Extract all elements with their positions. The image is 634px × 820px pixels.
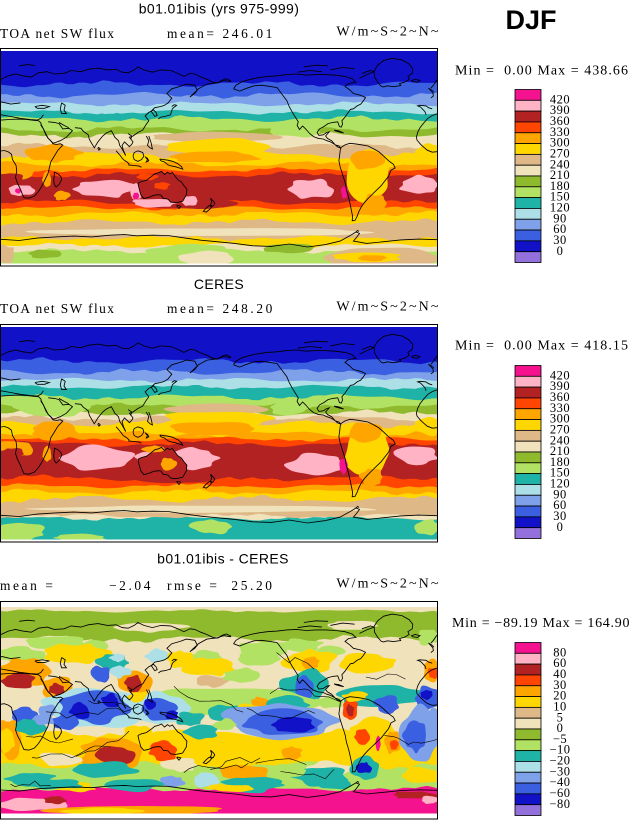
svg-text:−5: −5 [553,732,567,746]
svg-text:120: 120 [550,201,570,215]
svg-text:Min = 0.00 Max = 418.15: Min = 0.00 Max = 418.15 [455,338,629,353]
svg-text:b01.01ibis - CERES: b01.01ibis - CERES [157,551,289,567]
svg-text:−30: −30 [549,764,570,778]
svg-text:360: 360 [550,390,570,404]
svg-text:300: 300 [550,136,570,150]
svg-text:10: 10 [553,699,567,713]
svg-text:DJF: DJF [505,5,556,35]
svg-text:−60: −60 [549,786,570,800]
svg-text:Min = −89.19 Max = 164.90: Min = −89.19 Max = 164.90 [452,616,630,631]
svg-text:5: 5 [557,710,564,724]
svg-text:60: 60 [553,222,567,236]
svg-text:330: 330 [550,401,570,415]
svg-text:0: 0 [557,520,564,534]
svg-text:W/m~S~2~N~: W/m~S~2~N~ [336,577,440,592]
svg-text:360: 360 [550,114,570,128]
svg-text:420: 420 [550,92,570,106]
svg-text:300: 300 [550,412,570,426]
svg-text:TOA net SW flux: TOA net SW flux [0,301,115,316]
svg-text:mean= 248.20: mean= 248.20 [167,301,275,316]
svg-text:20: 20 [553,689,567,703]
svg-text:90: 90 [553,211,567,225]
svg-text:120: 120 [550,477,570,491]
svg-text:mean= 246.01: mean= 246.01 [167,26,275,41]
svg-text:−80: −80 [549,797,570,811]
svg-text:240: 240 [550,433,570,447]
svg-text:30: 30 [553,509,567,523]
svg-text:−20: −20 [549,754,570,768]
svg-text:150: 150 [550,466,570,480]
svg-text:390: 390 [550,379,570,393]
svg-text:−10: −10 [549,743,570,757]
svg-text:210: 210 [550,444,570,458]
svg-text:mean = −2.04: mean = −2.04 [0,578,153,593]
svg-text:390: 390 [550,103,570,117]
svg-text:30: 30 [553,678,567,692]
svg-text:Min = 0.00 Max = 438.66: Min = 0.00 Max = 438.66 [455,63,629,78]
svg-text:330: 330 [550,125,570,139]
svg-text:270: 270 [550,146,570,160]
svg-text:30: 30 [553,233,567,247]
svg-text:210: 210 [550,168,570,182]
svg-text:90: 90 [553,487,567,501]
svg-text:0: 0 [557,721,564,735]
svg-text:270: 270 [550,422,570,436]
svg-text:CERES: CERES [194,276,244,292]
svg-text:−40: −40 [549,775,570,789]
svg-text:180: 180 [550,455,570,469]
svg-text:80: 80 [553,645,567,659]
svg-text:b01.01ibis (yrs 975-999): b01.01ibis (yrs 975-999) [139,1,300,17]
svg-text:rmse = 25.20: rmse = 25.20 [167,578,275,593]
svg-text:W/m~S~2~N~: W/m~S~2~N~ [336,25,440,40]
svg-text:TOA net SW flux: TOA net SW flux [0,26,115,41]
svg-text:60: 60 [553,498,567,512]
svg-text:W/m~S~2~N~: W/m~S~2~N~ [336,300,440,315]
svg-text:150: 150 [550,190,570,204]
svg-text:60: 60 [553,656,567,670]
svg-text:180: 180 [550,179,570,193]
svg-text:40: 40 [553,667,567,681]
svg-text:420: 420 [550,368,570,382]
svg-text:240: 240 [550,157,570,171]
svg-text:0: 0 [557,244,564,258]
